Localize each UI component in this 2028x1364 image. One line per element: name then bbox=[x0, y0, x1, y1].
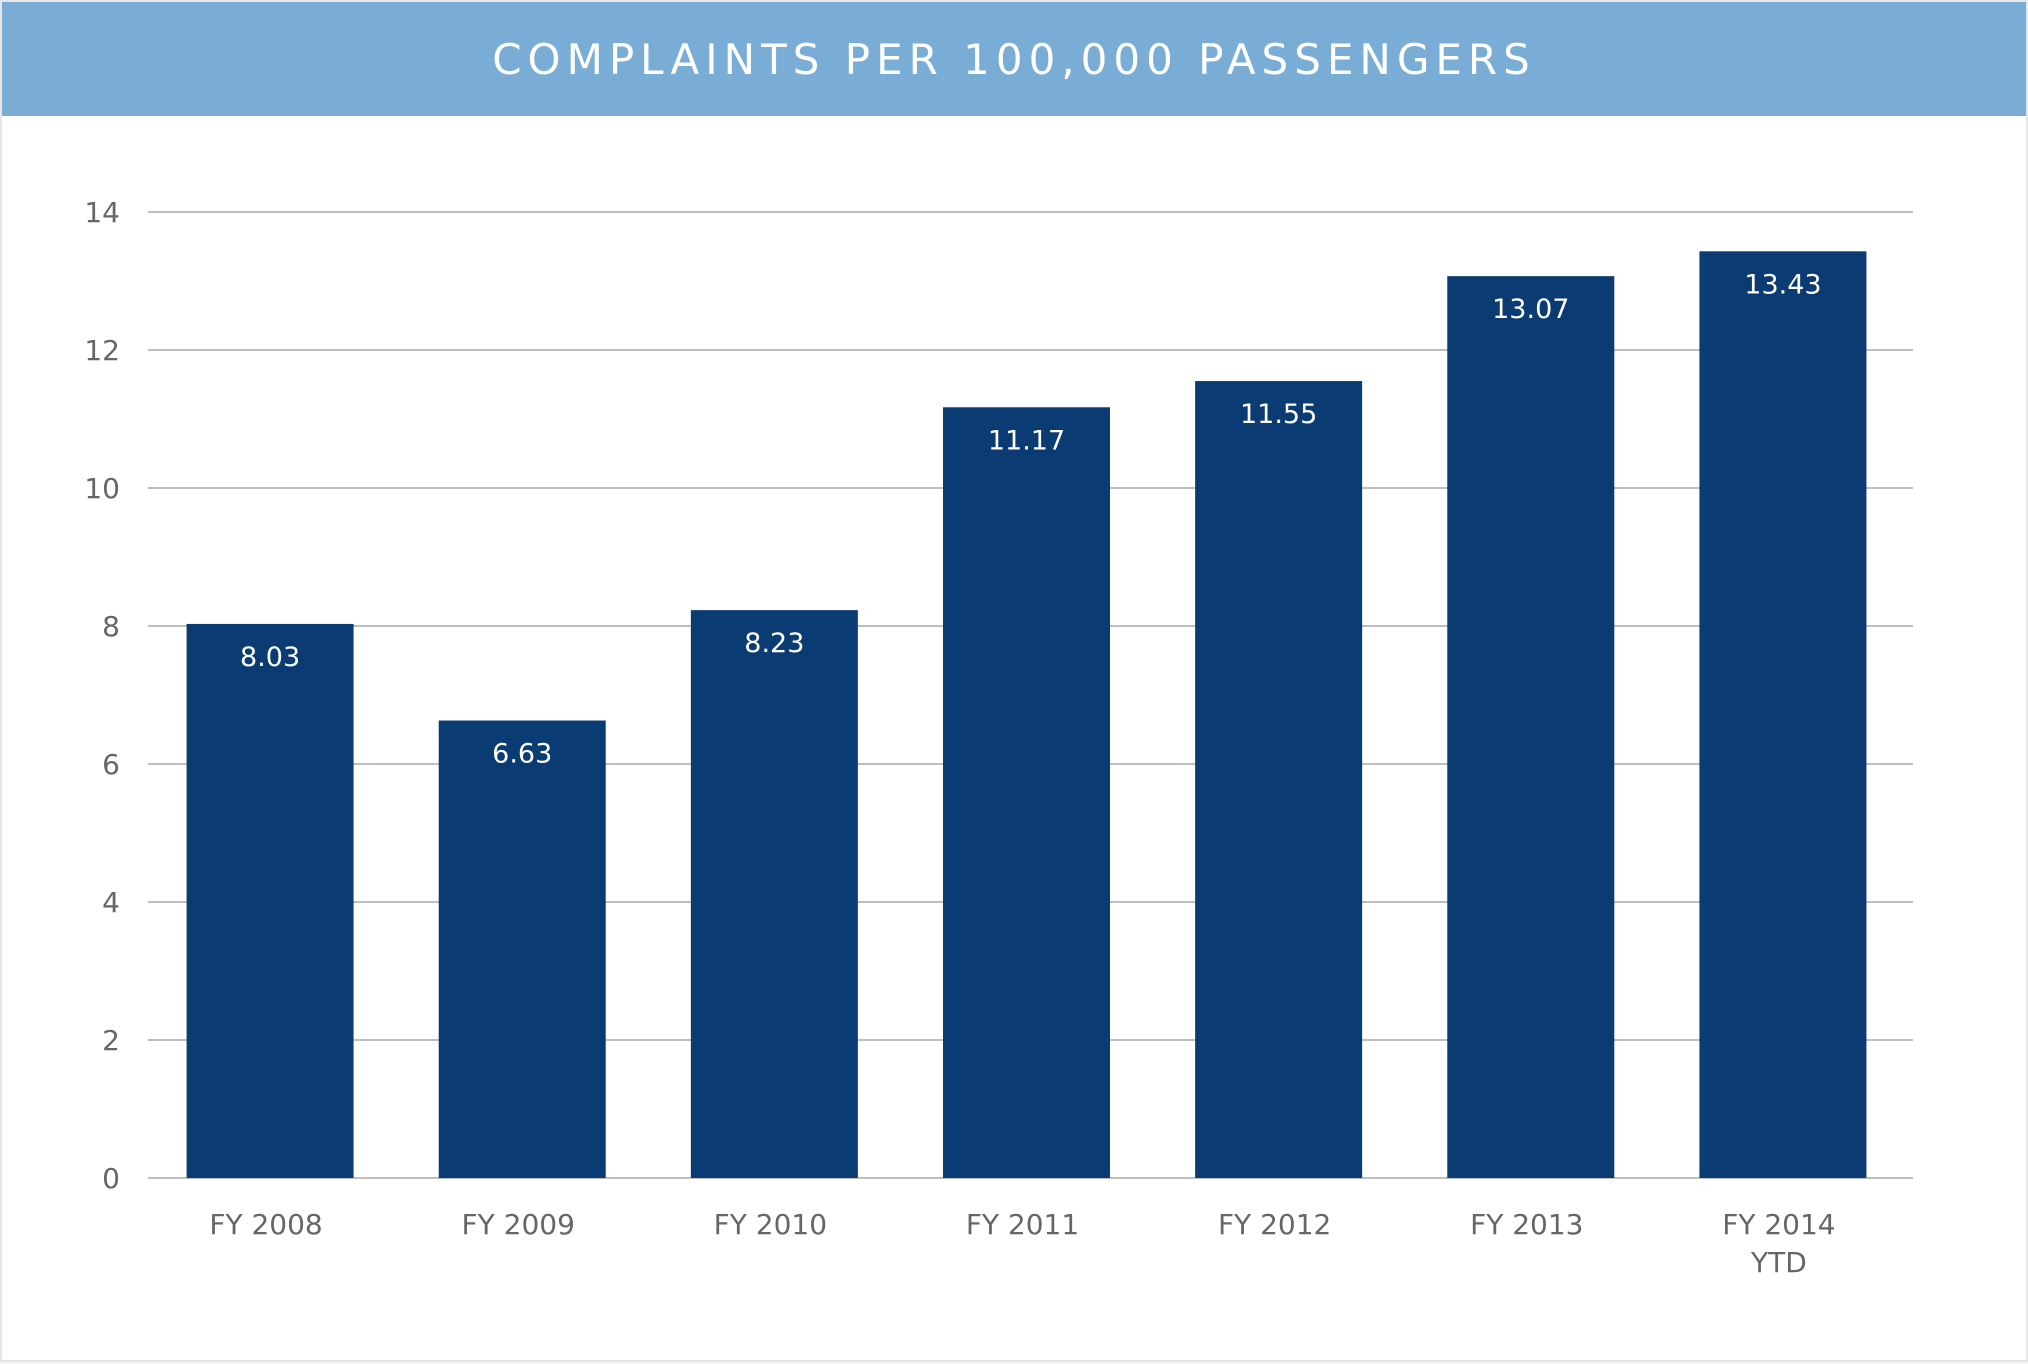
bar-value-label: 8.03 bbox=[240, 642, 300, 673]
title-bar: COMPLAINTS PER 100,000 PASSENGERS bbox=[2, 2, 2026, 116]
x-tick-label: FY 2009 bbox=[462, 1208, 575, 1241]
x-tick-label: FY 2012 bbox=[1218, 1208, 1331, 1241]
bar-value-label: 13.43 bbox=[1744, 269, 1821, 300]
bar-value-label: 8.23 bbox=[744, 628, 804, 659]
y-tick-label: 6 bbox=[102, 748, 120, 781]
bar bbox=[690, 610, 858, 1178]
x-tick-label: FY 2011 bbox=[966, 1208, 1079, 1241]
x-tick-label: YTD bbox=[1750, 1246, 1807, 1279]
chart-title: COMPLAINTS PER 100,000 PASSENGERS bbox=[492, 34, 1536, 84]
bar-value-label: 11.55 bbox=[1240, 399, 1317, 430]
x-tick-label: FY 2008 bbox=[209, 1208, 322, 1241]
bar bbox=[943, 407, 1110, 1178]
x-tick-label: FY 2013 bbox=[1470, 1208, 1583, 1241]
bar bbox=[1447, 276, 1615, 1178]
y-axis-ticks: 0 2 4 6 8 10 12 14 bbox=[84, 196, 120, 1195]
y-tick-label: 4 bbox=[102, 886, 120, 919]
bar bbox=[438, 720, 606, 1178]
y-tick-label: 8 bbox=[102, 610, 120, 643]
x-tick-label: FY 2010 bbox=[714, 1208, 827, 1241]
bar bbox=[1699, 251, 1867, 1178]
bars: 8.03 6.63 8.23 11.17 11.55 13.07 13.43 bbox=[186, 251, 1867, 1178]
x-axis-ticks: FY 2008 FY 2009 FY 2010 FY 2011 FY 2012 FY 20… bbox=[209, 1208, 1835, 1279]
y-tick-label: 2 bbox=[102, 1024, 120, 1057]
y-tick-label: 0 bbox=[102, 1162, 120, 1195]
bar bbox=[186, 623, 354, 1178]
y-tick-label: 14 bbox=[84, 196, 120, 229]
bar-value-label: 13.07 bbox=[1492, 294, 1569, 325]
x-tick-label: FY 2014 bbox=[1722, 1208, 1835, 1241]
y-tick-label: 10 bbox=[84, 472, 120, 505]
y-tick-label: 12 bbox=[84, 334, 120, 367]
bar-value-label: 11.17 bbox=[988, 425, 1065, 456]
bar-value-label: 6.63 bbox=[492, 739, 552, 770]
bar bbox=[1195, 381, 1363, 1178]
